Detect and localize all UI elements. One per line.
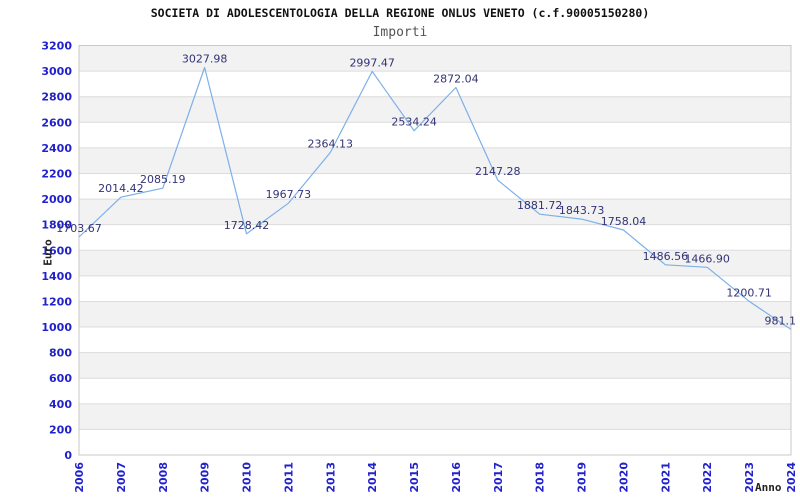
y-tick-label: 3200	[41, 40, 72, 53]
x-tick-label: 2006	[73, 462, 86, 493]
y-tick-label: 1800	[41, 219, 72, 232]
plot-band	[79, 224, 791, 251]
y-tick-label: 400	[49, 398, 72, 411]
x-tick-label: 2019	[576, 462, 589, 493]
data-label: 1200.71	[726, 286, 772, 299]
y-tick-label: 3000	[41, 65, 72, 78]
y-axis-label: Euro	[41, 239, 55, 266]
data-label: 2014.42	[98, 182, 144, 195]
plot-band	[79, 250, 791, 276]
data-label: 2085.19	[140, 173, 186, 186]
x-tick-label: 2023	[743, 462, 756, 493]
data-label: 2872.04	[433, 73, 479, 86]
data-label: 1881.72	[517, 199, 563, 212]
data-label: 1466.90	[684, 252, 730, 265]
x-tick-label: 2010	[241, 462, 254, 493]
data-label: 3027.98	[182, 53, 228, 66]
plot-band	[79, 122, 791, 148]
y-tick-label: 2600	[41, 116, 72, 129]
y-tick-label: 200	[49, 423, 72, 436]
data-label: 1843.73	[559, 204, 605, 217]
x-tick-label: 2022	[701, 462, 714, 493]
x-axis-label: Anno	[755, 481, 782, 494]
plot-band	[79, 45, 791, 72]
y-tick-label: 2400	[41, 142, 72, 155]
x-tick-label: 2017	[492, 462, 505, 493]
x-tick-label: 2014	[366, 462, 379, 493]
plot-band	[79, 403, 791, 430]
data-label: 2997.47	[349, 56, 395, 69]
plot-band	[79, 327, 791, 353]
data-label: 2364.13	[308, 138, 354, 151]
x-tick-label: 2024	[785, 462, 798, 493]
x-tick-label: 2016	[450, 462, 463, 493]
x-tick-label: 2015	[408, 462, 421, 493]
plot-band	[79, 275, 791, 302]
y-tick-label: 1400	[41, 270, 72, 283]
data-label: 981.1	[765, 314, 797, 327]
plot-border	[78, 45, 792, 456]
y-tick-label: 1000	[41, 321, 72, 334]
x-tick-label: 2018	[534, 462, 547, 493]
y-tick-label: 2800	[41, 91, 72, 104]
plot-band	[79, 173, 791, 200]
data-label: 1486.56	[643, 250, 689, 263]
y-tick-label: 600	[49, 372, 72, 385]
x-tick-label: 2009	[199, 462, 212, 493]
x-tick-label: 2013	[324, 462, 337, 493]
plot-band	[79, 147, 791, 174]
chart-subtitle: Importi	[372, 25, 428, 40]
plot-band	[79, 199, 791, 225]
data-label: 1758.04	[601, 215, 647, 228]
y-tick-label: 1200	[41, 295, 72, 308]
x-tick-label: 2007	[115, 462, 128, 493]
y-tick-label: 2200	[41, 168, 72, 181]
data-label: 1728.42	[224, 219, 270, 232]
x-tick-label: 2020	[618, 462, 631, 493]
data-line	[78, 66, 792, 330]
y-tick-label: 800	[49, 347, 72, 360]
x-tick-label: 2021	[659, 462, 672, 493]
plot-band	[79, 71, 791, 97]
data-label: 2534.24	[391, 116, 437, 129]
data-label: 1703.67	[56, 222, 102, 235]
y-tick-label: 0	[64, 449, 72, 462]
chart-title: SOCIETA DI ADOLESCENTOLOGIA DELLA REGION…	[150, 6, 650, 20]
x-tick-label: 2011	[282, 462, 295, 493]
plot-band	[79, 352, 791, 379]
y-tick-label: 1600	[41, 244, 72, 257]
y-tick-label: 2000	[41, 193, 72, 206]
data-label: 1967.73	[266, 188, 312, 201]
plot-band	[79, 301, 791, 328]
x-tick-label: 2008	[157, 462, 170, 493]
plot-band	[79, 429, 791, 455]
data-label: 2147.28	[475, 165, 521, 178]
plot-band	[79, 378, 791, 404]
